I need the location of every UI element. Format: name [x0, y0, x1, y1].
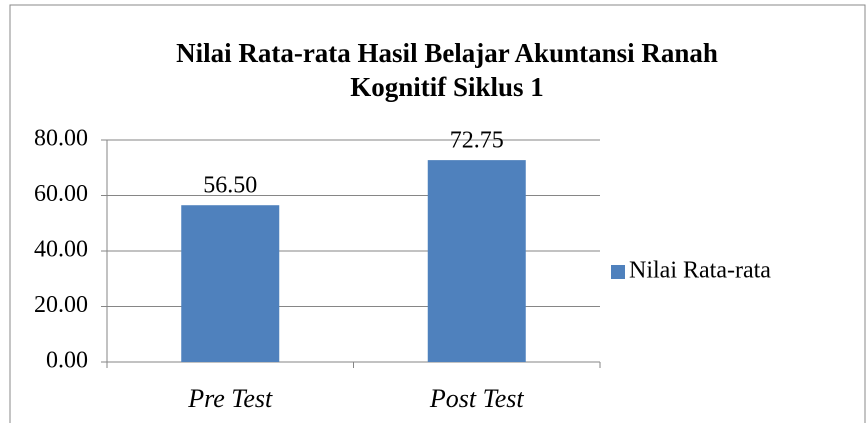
- chart-title: Nilai Rata-rata Hasil Belajar Akuntansi …: [176, 38, 718, 68]
- legend-swatch: [611, 265, 625, 279]
- x-tick-label: Post Test: [429, 384, 524, 413]
- y-tick-label: 60.00: [34, 181, 88, 207]
- x-tick-label: Pre Test: [187, 384, 273, 413]
- data-label: 72.75: [450, 128, 504, 154]
- chart-title: Kognitif Siklus 1: [350, 72, 544, 102]
- y-tick-label: 40.00: [34, 237, 88, 263]
- legend-label: Nilai Rata-rata: [629, 258, 771, 284]
- y-tick-label: 20.00: [34, 292, 88, 318]
- data-label: 56.50: [203, 173, 257, 199]
- bar: [427, 160, 526, 362]
- bar: [181, 205, 280, 362]
- y-tick-label: 80.00: [34, 126, 88, 152]
- y-tick-label: 0.00: [46, 348, 88, 374]
